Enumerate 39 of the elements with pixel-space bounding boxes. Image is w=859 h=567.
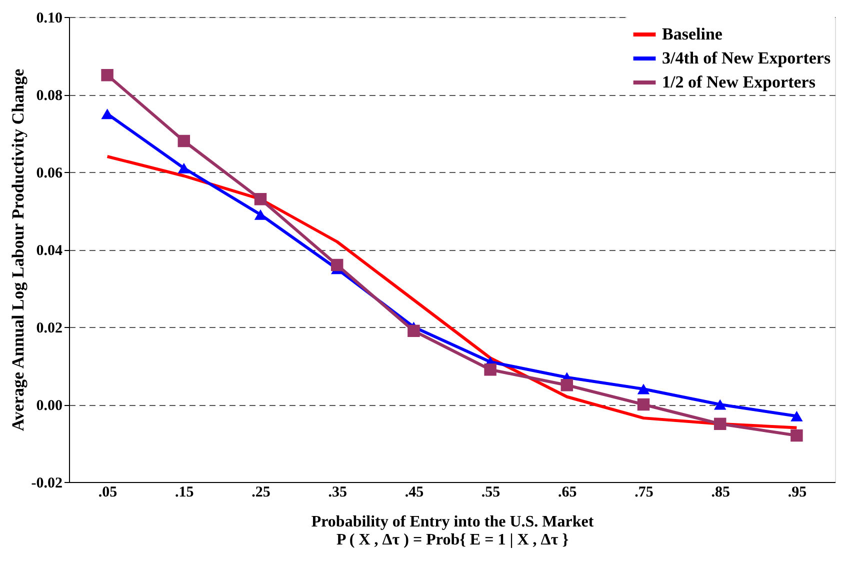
point [714,418,726,430]
x-tick-label: .45 [404,484,424,500]
point [330,258,344,272]
legend-label: Baseline [662,24,723,44]
point [637,398,650,411]
point [101,69,114,82]
y-tick-label: 0.00 [36,398,62,414]
legend-label: 1/2 of New Exporters [662,72,816,92]
y-axis-title: Average Annual Log Labour Productivity Change [8,68,28,432]
point [790,410,803,422]
x-tick-label: .25 [252,484,270,500]
y-tick-label: 0.06 [36,166,63,182]
point [560,379,574,392]
point [484,364,496,376]
y-tick-label: 0.08 [36,88,62,104]
x-tick-label: .05 [98,484,118,500]
y-tick-label: 0.04 [36,243,63,259]
point [254,209,267,220]
point [714,399,726,410]
legend-label: 3/4th of New Exporters [662,48,831,68]
y-tick-label: 0.02 [36,320,62,336]
point [178,162,190,174]
point [790,429,803,442]
x-tick-label: .55 [481,484,500,500]
point [101,108,114,120]
point [254,193,267,206]
y-tick-label: -0.02 [31,476,62,492]
x-tick-label: .35 [328,484,347,500]
point [408,324,420,337]
x-tick-label: .85 [711,484,730,500]
point [637,384,650,394]
line-series [106,155,798,430]
x-tick-label: .65 [558,484,577,500]
y-tick-label: 0.10 [36,10,62,26]
x-tick-label: .95 [788,484,807,500]
x-tick-label: .75 [634,484,654,500]
x-tick-label: .15 [175,484,194,500]
point [178,134,190,148]
x-axis-title: Probability of Entry into the U.S. Market P ( X , Δτ ) = Prob{ E = 1 | X , Δτ } [311,514,594,548]
